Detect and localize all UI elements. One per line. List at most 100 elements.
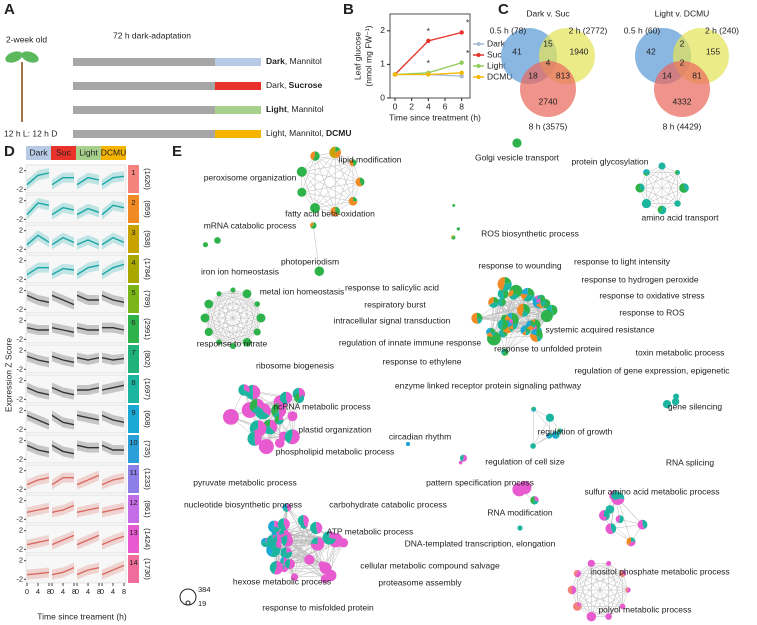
network-node xyxy=(314,266,325,277)
data-point xyxy=(459,30,464,35)
label-part: Sucrose xyxy=(289,80,323,90)
network-node-slice xyxy=(348,196,358,206)
profile-spread xyxy=(52,202,74,220)
profile-line xyxy=(26,294,50,304)
cluster-count: (1730) xyxy=(143,558,152,580)
network-node-slice xyxy=(530,329,537,336)
network-node-slice xyxy=(533,406,537,412)
treatment-label: Light, Mannitol xyxy=(266,104,324,114)
term-label: response to unfolded protein xyxy=(494,343,602,353)
profile-line xyxy=(101,263,125,276)
profile-spread xyxy=(77,322,99,335)
term-label: gene silencing xyxy=(668,401,723,411)
y-tick-label: -2 xyxy=(16,574,23,583)
network-node xyxy=(256,313,266,323)
network-node-slice xyxy=(572,585,577,595)
network-edge xyxy=(577,573,623,607)
network-node-slice xyxy=(349,159,354,167)
data-point xyxy=(392,72,398,77)
y-tick-label: 2 xyxy=(19,436,23,445)
venn-title: Light v. DCMU xyxy=(655,8,710,18)
network-node-slice xyxy=(322,531,336,545)
network-node-slice xyxy=(276,541,282,549)
term-label: protein glycosylation xyxy=(571,156,648,166)
term-label: enzyme linked receptor protein signaling… xyxy=(395,380,582,390)
network-edge xyxy=(208,317,262,333)
term-label: peroxisome organization xyxy=(204,172,297,182)
profile-line xyxy=(26,266,49,276)
network-node-slice xyxy=(312,151,320,161)
network-node-slice xyxy=(268,520,275,533)
network-node-slice xyxy=(540,300,545,308)
profile-line xyxy=(26,355,50,364)
profile-line xyxy=(101,564,125,576)
term-label: response to nitrate xyxy=(197,338,268,348)
network-node-slice xyxy=(252,384,261,400)
term-label: mRNA catabolic process xyxy=(204,220,297,230)
venn-count: 155 xyxy=(706,46,720,56)
network-node-slice xyxy=(626,587,631,593)
condition-header xyxy=(101,146,126,160)
network-edge xyxy=(204,293,248,319)
network-node-slice xyxy=(278,403,287,419)
profile-spread xyxy=(102,232,124,250)
network-edge xyxy=(571,589,609,617)
significance-star: * xyxy=(427,26,431,36)
network-node-slice xyxy=(516,303,524,317)
profile-line xyxy=(26,571,50,576)
network-node-slice xyxy=(297,515,305,527)
network-edge xyxy=(285,536,330,539)
profile-spread xyxy=(77,440,99,453)
network-edge xyxy=(591,563,623,574)
network-node-slice xyxy=(535,298,541,303)
network-edge xyxy=(571,573,623,591)
network-node-slice xyxy=(536,335,542,342)
term-label: iron ion homeostasis xyxy=(201,266,279,276)
network-node-slice xyxy=(335,149,342,159)
term-label: circadian rhythm xyxy=(389,431,451,441)
label-part: Light, Mannitol, xyxy=(266,128,326,138)
term-label: response to wounding xyxy=(478,260,561,270)
term-label: ROS biosynthetic process xyxy=(481,228,579,238)
y-tick-label: -2 xyxy=(16,544,23,553)
size-legend-label: 19 xyxy=(198,599,206,608)
y-tick-label: -2 xyxy=(16,364,23,373)
cluster-count: (1784) xyxy=(143,258,152,280)
network-node-slice xyxy=(310,151,315,161)
x-tick-label: 8 xyxy=(47,587,51,596)
term-label: response to oxidative stress xyxy=(599,290,704,300)
y-tick-label: 2 xyxy=(380,25,385,35)
y-tick-label: 2 xyxy=(19,466,23,475)
y-tick-label: 2 xyxy=(19,346,23,355)
network-node-slice xyxy=(504,277,512,285)
network-node-slice xyxy=(551,304,558,316)
cluster-color xyxy=(128,405,139,433)
profile-spread xyxy=(102,472,124,490)
y-tick-label: 2 xyxy=(19,406,23,415)
venn-count: 42 xyxy=(646,46,656,56)
profile-line xyxy=(76,176,100,186)
network-edge xyxy=(604,515,632,542)
venn-count: 2 xyxy=(680,38,685,48)
network-edge xyxy=(314,155,354,202)
network-node-slice xyxy=(501,348,509,356)
network-edge xyxy=(218,293,234,347)
profile-line xyxy=(26,476,50,486)
network-node-slice xyxy=(486,332,493,337)
profile-line xyxy=(51,294,75,306)
network-node xyxy=(540,309,553,323)
x-tick-label: 8 xyxy=(459,101,464,111)
network-node xyxy=(606,560,612,566)
cluster-count: (2991) xyxy=(143,318,152,340)
panel-label: C xyxy=(498,1,509,18)
network-node-slice xyxy=(540,298,545,303)
significance-star: * xyxy=(466,48,470,58)
network-node-slice xyxy=(289,429,300,445)
network-edge xyxy=(208,303,248,343)
network-edge xyxy=(301,152,336,172)
network-node-slice xyxy=(330,206,340,217)
cluster-color xyxy=(128,435,139,463)
network-node xyxy=(456,227,460,231)
venn-set-label: 2 h (2772) xyxy=(569,25,608,35)
network-node-slice xyxy=(286,391,293,404)
